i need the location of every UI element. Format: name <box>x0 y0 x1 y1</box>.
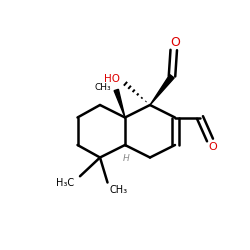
Text: O: O <box>208 142 217 152</box>
Polygon shape <box>114 89 125 118</box>
Text: H: H <box>123 154 130 163</box>
Text: CH₃: CH₃ <box>94 82 111 92</box>
Text: HO: HO <box>104 74 120 84</box>
Polygon shape <box>150 74 174 105</box>
Text: H₃C: H₃C <box>56 178 74 188</box>
Text: O: O <box>170 36 180 49</box>
Text: CH₃: CH₃ <box>110 185 128 195</box>
